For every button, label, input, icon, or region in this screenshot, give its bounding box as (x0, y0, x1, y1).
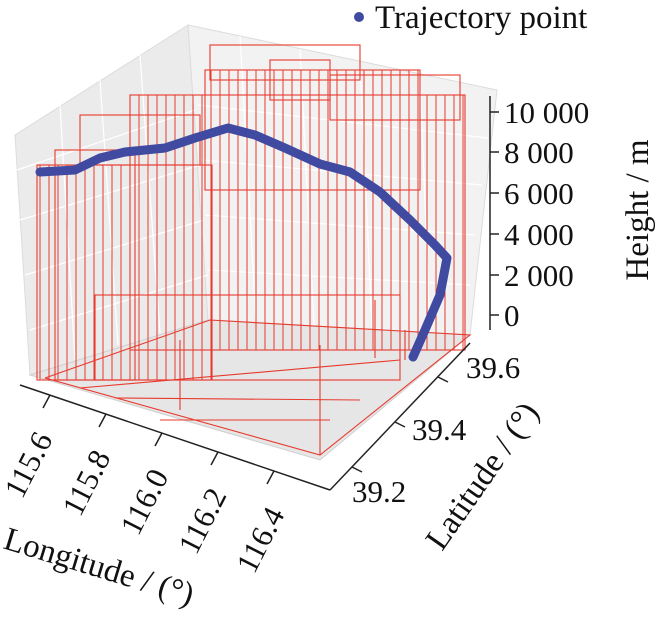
y-tick-label: 39.4 (412, 412, 467, 447)
y-tick-label: 39.6 (466, 350, 520, 385)
z-tick-label: 8 000 (504, 135, 574, 170)
trajectory-series (35, 123, 452, 362)
x-tick-label: 116.4 (229, 501, 292, 578)
legend-marker (354, 12, 364, 22)
z-ticks (490, 111, 499, 316)
z-tick-label: 10 000 (504, 95, 589, 130)
x-tick-label: 115.6 (0, 426, 59, 503)
y-tick-label: 39.2 (352, 474, 406, 509)
x-axis-title: Longitude / (°) (0, 521, 198, 613)
x-tick-label: 116.0 (113, 463, 175, 540)
z-tick-label: 0 (504, 298, 520, 333)
z-tick-label: 2 000 (504, 258, 574, 293)
x-tick-label: 115.8 (55, 444, 117, 521)
trajectory-line (35, 123, 452, 362)
legend: Trajectory point (354, 0, 587, 36)
legend-label: Trajectory point (375, 0, 587, 36)
z-tick-label: 4 000 (504, 217, 574, 252)
z-axis: 10 000 8 000 6 000 4 000 2 000 0 Height … (489, 95, 656, 333)
x-tick-label: 116.2 (171, 482, 233, 559)
z-axis-title: Height / m (620, 139, 656, 280)
z-tick-label: 6 000 (504, 176, 574, 211)
